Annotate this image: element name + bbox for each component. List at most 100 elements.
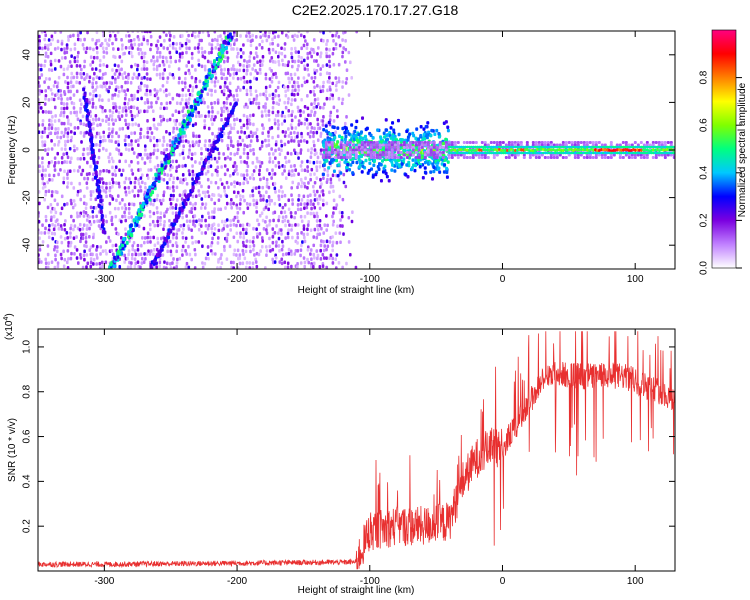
noise-cell [146, 231, 150, 236]
halo-cell [339, 146, 343, 149]
noise-cell [328, 114, 332, 118]
noise-cell [316, 232, 320, 237]
noise-cell [165, 33, 168, 38]
noise-cell [130, 261, 133, 265]
noise-cell [49, 51, 53, 56]
carrier-cell [580, 145, 583, 149]
carrier-cell [486, 151, 489, 155]
noise-cell [235, 54, 239, 59]
noise-cell [176, 257, 179, 262]
noise-cell [319, 148, 323, 152]
noise-cell [313, 193, 317, 197]
noise-cell [264, 89, 268, 94]
noise-cell [40, 260, 43, 264]
noise-cell [211, 109, 214, 114]
noise-cell [248, 121, 252, 126]
noise-cell [89, 222, 93, 227]
noise-cell [53, 119, 57, 123]
carrier-cell [482, 151, 485, 155]
carrier-cell [614, 148, 617, 152]
noise-cell [287, 76, 290, 81]
carrier-cell [520, 148, 523, 152]
noise-cell [133, 249, 137, 253]
carrier-cell [512, 145, 515, 149]
noise-cell [83, 59, 87, 64]
noise-cell [283, 260, 287, 265]
streak-cell [188, 112, 192, 117]
noise-cell [302, 224, 306, 228]
noise-cell [331, 173, 335, 178]
halo-cell [333, 148, 337, 152]
carrier-cell [518, 145, 521, 149]
noise-cell [214, 134, 217, 139]
carrier-cell [532, 145, 535, 149]
noise-cell [139, 135, 142, 140]
noise-cell [297, 156, 300, 160]
cluster-cell [346, 162, 350, 167]
noise-cell [229, 219, 233, 223]
noise-cell [155, 72, 159, 77]
noise-cell [276, 54, 280, 59]
noise-cell [75, 147, 79, 151]
noise-cell [55, 84, 59, 89]
noise-cell [92, 121, 95, 126]
noise-cell [187, 224, 190, 228]
noise-cell [110, 114, 114, 118]
carrier-cell [548, 151, 551, 155]
halo-cell [348, 141, 352, 144]
noise-cell [236, 51, 240, 56]
noise-cell [73, 245, 77, 249]
noise-cell [267, 138, 271, 143]
carrier-cell [566, 151, 569, 155]
noise-cell [197, 218, 201, 222]
noise-cell [338, 43, 342, 48]
noise-cell [114, 214, 118, 219]
noise-cell [69, 80, 73, 84]
noise-cell [229, 143, 233, 147]
noise-cell [310, 126, 314, 130]
noise-cell [49, 88, 53, 92]
noise-cell [260, 114, 264, 118]
noise-cell [43, 231, 47, 235]
noise-cell [111, 177, 114, 182]
noise-cell [107, 98, 111, 102]
noise-cell [101, 146, 105, 151]
noise-cell [265, 224, 269, 228]
halo-cell [546, 156, 550, 159]
noise-cell [290, 118, 294, 123]
noise-cell [255, 264, 259, 269]
noise-cell [69, 34, 72, 38]
noise-cell [312, 265, 315, 269]
noise-cell [148, 135, 152, 140]
noise-cell [332, 63, 336, 67]
halo-cell [537, 153, 541, 157]
noise-cell [255, 251, 259, 256]
noise-cell [121, 43, 124, 47]
noise-cell [57, 59, 61, 63]
noise-cell [306, 169, 310, 173]
noise-cell [264, 245, 268, 249]
halo-cell [435, 153, 439, 157]
noise-cell [169, 143, 172, 148]
noise-cell [84, 232, 88, 236]
noise-cell [198, 181, 201, 185]
noise-cell [155, 138, 159, 143]
noise-cell [317, 46, 320, 50]
noise-cell [211, 38, 214, 43]
noise-cell [145, 88, 149, 93]
noise-cell [296, 185, 299, 190]
noise-cell [99, 135, 102, 140]
noise-cell [49, 218, 53, 222]
noise-cell [123, 203, 127, 207]
noise-cell [183, 76, 187, 81]
noise-cell [309, 122, 312, 126]
halo-cell [429, 151, 433, 154]
noise-cell [334, 42, 338, 47]
noise-cell [54, 253, 57, 258]
noise-cell [271, 105, 275, 110]
halo-cell [327, 143, 331, 147]
streak-cell [167, 155, 171, 160]
noise-cell [328, 47, 331, 52]
noise-cell [319, 256, 323, 261]
noise-cell [217, 236, 220, 240]
